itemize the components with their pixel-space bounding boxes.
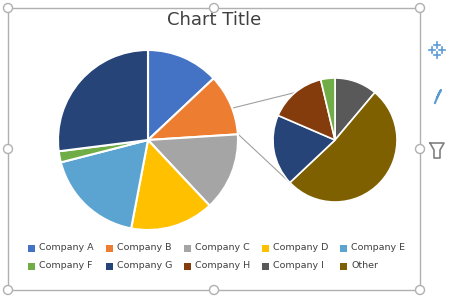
Bar — [28, 244, 35, 252]
Circle shape — [416, 145, 424, 153]
Bar — [106, 244, 113, 252]
Wedge shape — [273, 115, 335, 183]
Text: Other: Other — [351, 262, 378, 271]
Text: Company E: Company E — [351, 243, 405, 252]
Wedge shape — [58, 140, 148, 162]
Circle shape — [210, 285, 219, 294]
Text: Company C: Company C — [195, 243, 250, 252]
Wedge shape — [58, 50, 148, 151]
Circle shape — [3, 145, 13, 153]
Wedge shape — [131, 140, 210, 230]
Bar — [28, 263, 35, 269]
Text: Company B: Company B — [117, 243, 171, 252]
Bar — [340, 263, 347, 269]
Text: Company D: Company D — [273, 243, 329, 252]
Bar — [262, 244, 269, 252]
Text: Company I: Company I — [273, 262, 324, 271]
Text: Company A: Company A — [39, 243, 94, 252]
Wedge shape — [278, 80, 335, 140]
Wedge shape — [335, 78, 375, 140]
Text: Company F: Company F — [39, 262, 93, 271]
Circle shape — [3, 4, 13, 13]
Wedge shape — [61, 140, 148, 228]
Bar — [340, 244, 347, 252]
Bar — [184, 263, 191, 269]
Wedge shape — [148, 78, 238, 140]
Bar — [8, 8, 420, 290]
Wedge shape — [321, 78, 335, 140]
Circle shape — [416, 285, 424, 294]
Wedge shape — [148, 134, 238, 206]
Text: Company G: Company G — [117, 262, 172, 271]
Bar — [262, 263, 269, 269]
Wedge shape — [290, 92, 397, 202]
Circle shape — [416, 4, 424, 13]
Bar — [184, 244, 191, 252]
Circle shape — [210, 4, 219, 13]
Circle shape — [3, 285, 13, 294]
Text: Chart Title: Chart Title — [167, 11, 261, 29]
Text: Company H: Company H — [195, 262, 250, 271]
Bar — [106, 263, 113, 269]
Wedge shape — [148, 50, 213, 140]
